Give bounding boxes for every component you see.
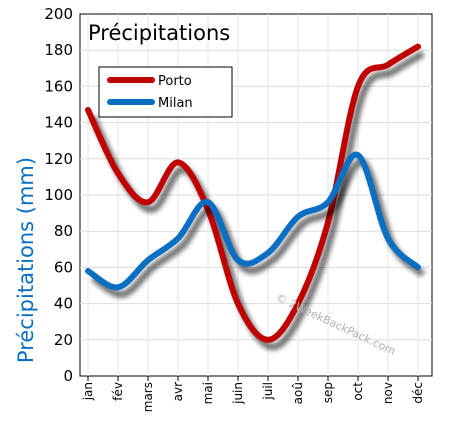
y-tick-label: 60 <box>54 258 73 276</box>
x-tick-label: nov <box>381 382 395 404</box>
x-tick-label: fév <box>111 382 125 401</box>
legend: Porto Milan <box>98 66 233 118</box>
y-tick-label: 0 <box>63 367 73 385</box>
x-tick-label: avr <box>171 382 185 401</box>
x-tick-label: déc <box>411 382 425 404</box>
chart-title: Précipitations <box>88 21 230 45</box>
x-tick-label: mars <box>141 382 155 412</box>
x-axis-ticks: jan fév mars avr mai juin juil aoû sep oct nov déc <box>81 376 425 412</box>
series-lines <box>85 43 426 351</box>
y-tick-label: 80 <box>54 222 73 240</box>
legend-label-porto: Porto <box>158 74 192 89</box>
x-tick-label: sep <box>321 382 335 403</box>
x-tick-label: jan <box>81 382 95 401</box>
x-tick-label: juin <box>231 382 245 405</box>
y-tick-label: 40 <box>54 295 73 313</box>
y-tick-label: 200 <box>44 5 73 23</box>
y-tick-label: 160 <box>44 77 73 95</box>
legend-box <box>98 66 233 118</box>
series-line-porto <box>85 43 421 343</box>
series-line-milan <box>85 151 421 291</box>
x-tick-label: juil <box>261 382 275 401</box>
legend-label-milan: Milan <box>158 96 193 111</box>
y-tick-label: 180 <box>44 41 73 59</box>
x-tick-label: oct <box>351 382 365 401</box>
y-axis-label: Précipitations (mm) <box>14 157 38 363</box>
x-tick-label: mai <box>201 382 215 404</box>
series-shadow-porto <box>89 50 425 351</box>
y-tick-label: 20 <box>54 331 73 349</box>
y-tick-label: 120 <box>44 150 73 168</box>
y-tick-label: 100 <box>44 186 73 204</box>
y-axis-ticks: 0 20 40 60 80 100 120 140 160 180 200 <box>44 5 73 385</box>
y-tick-label: 140 <box>44 114 73 132</box>
x-tick-label: aoû <box>291 382 305 404</box>
